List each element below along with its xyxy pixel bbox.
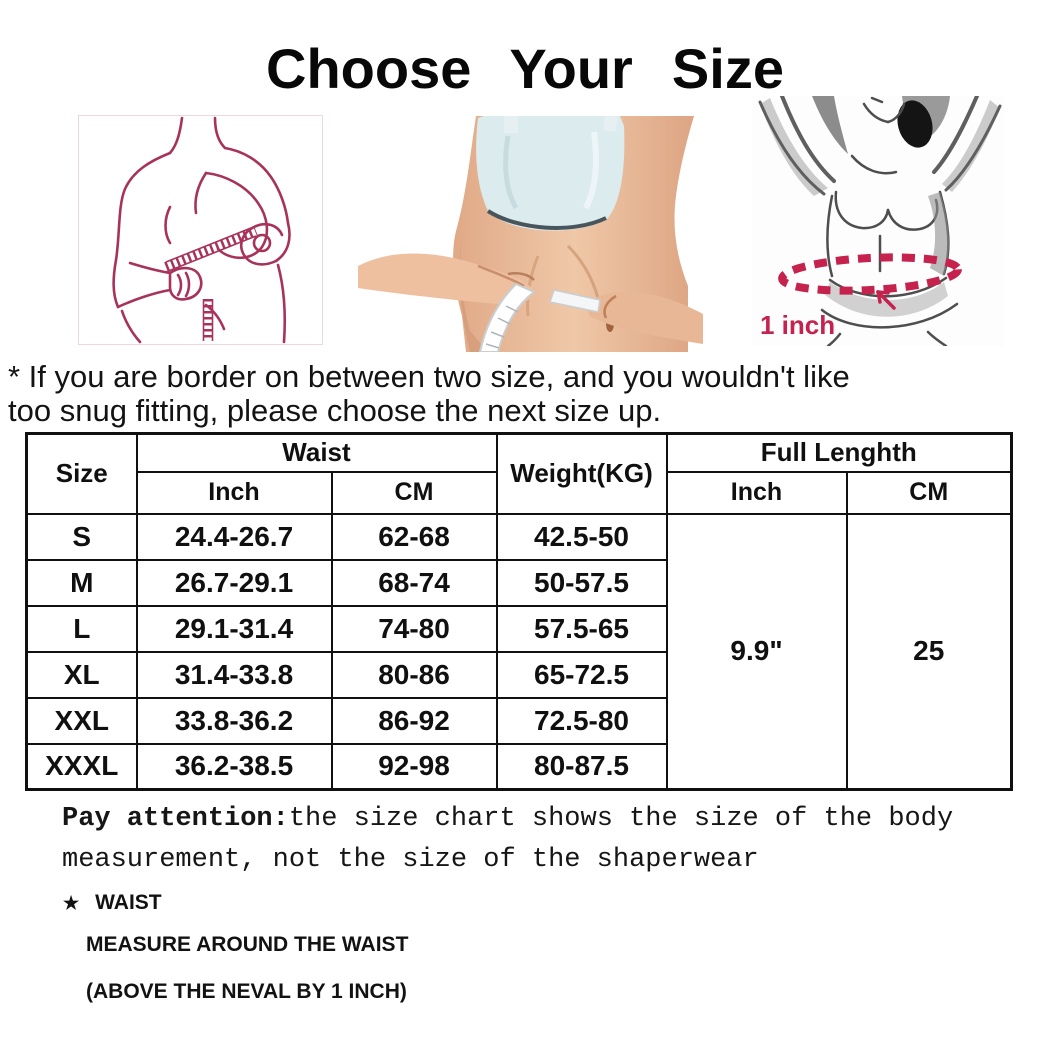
page-title: Choose Your Size — [266, 37, 784, 100]
pay-attention-line2: measurement, not the size of the shaperw… — [62, 844, 759, 875]
col-header-waist-inch: Inch — [135, 470, 333, 515]
waist-measure-sketch: 1 inch — [752, 96, 1004, 346]
pay-attention-line1: the size chart shows the size of the bod… — [288, 804, 954, 834]
weight-cell: 80-87.5 — [495, 742, 668, 791]
waist-note-title: WAIST — [95, 891, 162, 914]
waist-inch-cell: 36.2-38.5 — [135, 742, 333, 791]
weight-cell: 42.5-50 — [495, 512, 668, 561]
waist-cm-cell: 86-92 — [330, 696, 498, 745]
waist-inch-cell: 24.4-26.7 — [135, 512, 333, 561]
weight-cell: 72.5-80 — [495, 696, 668, 745]
col-header-weight: Weight(KG) — [495, 432, 668, 515]
col-header-waist: Waist — [135, 432, 498, 473]
fit-note-line1: * If you are border on between two size,… — [8, 359, 850, 394]
col-header-fl-inch: Inch — [665, 470, 848, 515]
col-header-full-length: Full Lenghth — [665, 432, 1013, 473]
size-cell: XXXL — [25, 742, 138, 791]
col-header-fl-cm: CM — [845, 470, 1013, 515]
weight-cell: 57.5-65 — [495, 604, 668, 653]
one-inch-label: 1 inch — [760, 310, 835, 340]
table-row: XL 31.4-33.8 80-86 65-72.5 — [25, 650, 1012, 699]
fit-note-line2: too snug fitting, please choose the next… — [8, 393, 662, 429]
size-cell: XL — [25, 650, 138, 699]
size-cell: S — [25, 512, 138, 561]
waist-cm-cell: 74-80 — [330, 604, 498, 653]
table-row: XXXL 36.2-38.5 92-98 80-87.5 — [25, 742, 1012, 791]
waist-measure-photo — [358, 116, 703, 352]
waist-note-navel: (ABOVE THE NEVAL BY 1 INCH) — [86, 980, 407, 1003]
waist-cm-cell: 68-74 — [330, 558, 498, 607]
waist-inch-cell: 29.1-31.4 — [135, 604, 333, 653]
pay-attention-note: Pay attention:the size chart shows the s… — [62, 799, 1012, 880]
size-table: Size Waist Weight(KG) Full Lenghth Inch … — [25, 432, 1013, 791]
waist-inch-cell: 31.4-33.8 — [135, 650, 333, 699]
table-row: XXL 33.8-36.2 86-92 72.5-80 — [25, 696, 1012, 745]
table-row: S 24.4-26.7 62-68 42.5-50 9.9" 25 — [25, 512, 1013, 791]
col-header-size: Size — [25, 432, 138, 515]
waist-cm-cell: 92-98 — [330, 742, 498, 791]
full-length-cm-cell: 25 — [845, 512, 1013, 791]
weight-cell: 65-72.5 — [495, 650, 668, 699]
col-header-waist-cm: CM — [330, 470, 498, 515]
size-cell: M — [25, 558, 138, 607]
weight-cell: 50-57.5 — [495, 558, 668, 607]
underbust-measure-line-art — [78, 115, 323, 345]
waist-note-heading: ★ WAIST — [63, 891, 162, 915]
waist-inch-cell: 33.8-36.2 — [135, 696, 333, 745]
pay-attention-label: Pay attention: — [62, 804, 289, 834]
waist-cm-cell: 62-68 — [330, 512, 498, 561]
waist-cm-cell: 80-86 — [330, 650, 498, 699]
star-icon: ★ — [63, 893, 80, 913]
table-row: L 29.1-31.4 74-80 57.5-65 — [25, 604, 1012, 653]
full-length-inch-cell: 9.9" — [665, 512, 848, 791]
size-cell: XXL — [25, 696, 138, 745]
waist-note-measure: MEASURE AROUND THE WAIST — [86, 933, 409, 956]
fit-note: * If you are border on between two size,… — [8, 359, 1048, 429]
waist-inch-cell: 26.7-29.1 — [135, 558, 333, 607]
size-cell: L — [25, 604, 138, 653]
table-row: M 26.7-29.1 68-74 50-57.5 — [25, 558, 1012, 607]
